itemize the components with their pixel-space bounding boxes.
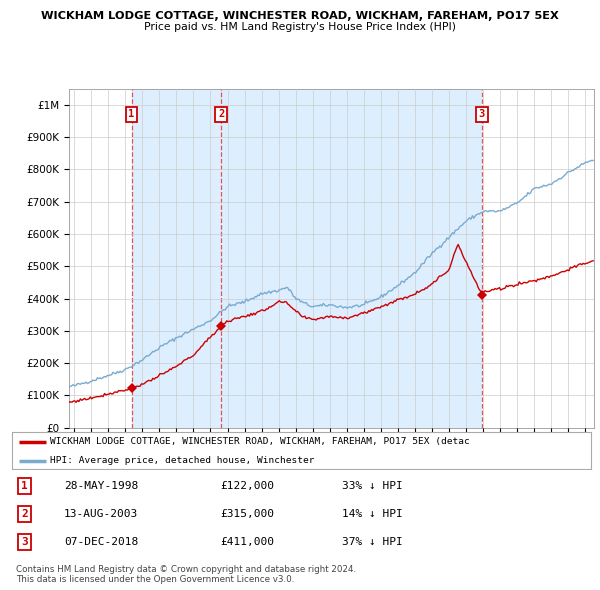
Text: 37% ↓ HPI: 37% ↓ HPI — [342, 537, 403, 547]
Text: WICKHAM LODGE COTTAGE, WINCHESTER ROAD, WICKHAM, FAREHAM, PO17 5EX (detac: WICKHAM LODGE COTTAGE, WINCHESTER ROAD, … — [50, 437, 469, 447]
Text: 3: 3 — [479, 109, 485, 119]
Text: 28-MAY-1998: 28-MAY-1998 — [64, 481, 139, 491]
Text: 3: 3 — [22, 537, 28, 547]
Text: £411,000: £411,000 — [220, 537, 274, 547]
Text: 2: 2 — [218, 109, 224, 119]
Text: 1: 1 — [128, 109, 134, 119]
Text: 13-AUG-2003: 13-AUG-2003 — [64, 509, 139, 519]
Text: HPI: Average price, detached house, Winchester: HPI: Average price, detached house, Winc… — [50, 457, 314, 466]
Text: 33% ↓ HPI: 33% ↓ HPI — [342, 481, 403, 491]
Text: 1: 1 — [22, 481, 28, 491]
Text: WICKHAM LODGE COTTAGE, WINCHESTER ROAD, WICKHAM, FAREHAM, PO17 5EX: WICKHAM LODGE COTTAGE, WINCHESTER ROAD, … — [41, 11, 559, 21]
Bar — [221, 88, 482, 428]
Text: 07-DEC-2018: 07-DEC-2018 — [64, 537, 139, 547]
Bar — [131, 88, 221, 428]
Text: £315,000: £315,000 — [220, 509, 274, 519]
Text: 2: 2 — [22, 509, 28, 519]
Text: £122,000: £122,000 — [220, 481, 274, 491]
Text: Price paid vs. HM Land Registry's House Price Index (HPI): Price paid vs. HM Land Registry's House … — [144, 22, 456, 32]
Text: 14% ↓ HPI: 14% ↓ HPI — [342, 509, 403, 519]
Text: Contains HM Land Registry data © Crown copyright and database right 2024.: Contains HM Land Registry data © Crown c… — [16, 565, 356, 573]
Text: This data is licensed under the Open Government Licence v3.0.: This data is licensed under the Open Gov… — [16, 575, 295, 584]
